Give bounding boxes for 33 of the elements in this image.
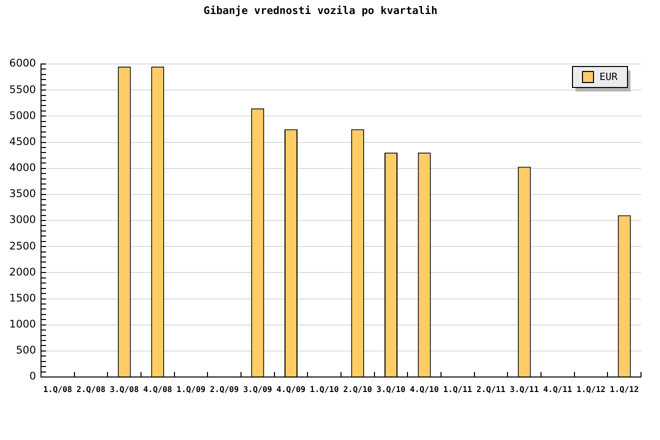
y-tick-label: 2500: [9, 240, 36, 252]
y-tick-label: 6000: [9, 58, 36, 70]
x-tick-label: 4.Q/10: [410, 384, 439, 394]
y-tick-label: 3000: [9, 214, 36, 226]
x-tick-label: 2.Q/08: [76, 384, 106, 394]
x-tick-label: 3.Q/10: [376, 384, 406, 394]
y-tick-label: 5500: [9, 84, 36, 96]
x-tick-label: 3.Q/08: [110, 384, 139, 394]
y-tick-label: 1500: [9, 292, 36, 304]
x-tick-label: 4.Q/11: [543, 384, 572, 394]
x-tick-label: 2.Q/11: [476, 384, 506, 394]
x-tick-label: 1.Q/08: [43, 384, 72, 394]
x-tick-label: 3.Q/11: [510, 384, 539, 394]
y-tick-label: 2000: [9, 266, 36, 278]
y-tick-label: 4500: [9, 136, 36, 148]
x-tick-label: 1.Q/12: [610, 384, 639, 394]
y-tick-label: 3500: [9, 188, 36, 200]
y-tick-label: 0: [29, 370, 36, 383]
y-tick-label: 1000: [9, 318, 36, 331]
x-tick-label: 2.Q/10: [343, 384, 372, 394]
chart-title: Gibanje vrednosti vozila po kvartalih: [204, 5, 438, 18]
y-tick-label: 5000: [9, 110, 36, 122]
x-tick-label: 1.Q/12: [576, 384, 606, 394]
x-tick-label: 3.Q/09: [243, 384, 272, 394]
y-tick-label: 4000: [9, 162, 36, 174]
y-tick-label: 500: [16, 344, 36, 357]
x-tick-label: 4.Q/09: [276, 384, 306, 394]
x-tick-label: 1.Q/11: [443, 384, 472, 394]
x-tick-label: 4.Q/08: [143, 384, 172, 394]
legend-label: EUR: [600, 72, 619, 84]
x-tick-label: 1.Q/10: [310, 384, 339, 394]
x-tick-label: 1.Q/09: [176, 384, 206, 394]
x-tick-label: 2.Q/09: [210, 384, 239, 394]
